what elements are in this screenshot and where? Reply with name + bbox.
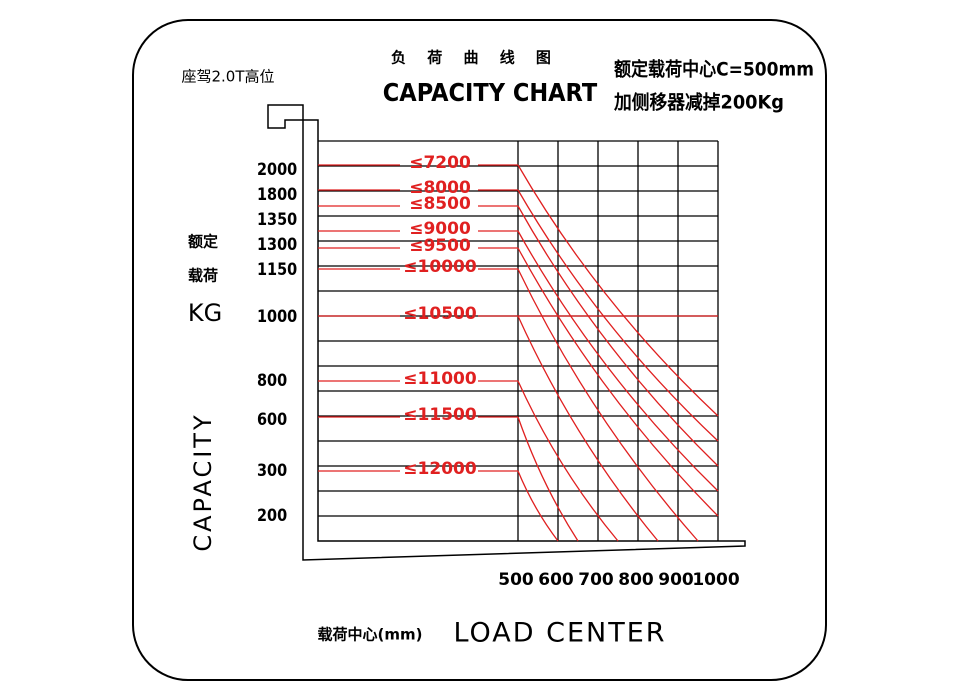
fork-outline <box>267 104 746 561</box>
capacity-label: 300 <box>257 460 287 480</box>
capacity-curve <box>517 205 719 467</box>
capacity-curve <box>517 230 719 492</box>
x-label: 900 <box>658 570 694 590</box>
x-label: 500 <box>498 570 534 590</box>
capacity-curve <box>517 268 699 542</box>
height-label: ≤10500 <box>403 304 477 324</box>
grid <box>318 140 719 541</box>
capacity-curve <box>517 189 719 442</box>
capacity-label: 2000 <box>257 159 297 179</box>
y-label-cn: 载荷 <box>188 267 218 285</box>
y-label-cn: 额定 <box>188 233 218 251</box>
note-line: 加侧移器减掉200Kg <box>613 91 784 114</box>
capacity-label: 600 <box>257 409 287 429</box>
corner-label: 座驾2.0T高位 <box>181 68 274 86</box>
capacity-curve <box>517 247 719 517</box>
height-label: ≤12000 <box>403 459 477 479</box>
x-label-en: LOAD CENTER <box>453 618 666 649</box>
height-label: ≤9500 <box>409 236 471 256</box>
height-label: ≤9000 <box>409 219 471 239</box>
x-label: 700 <box>578 570 614 590</box>
capacity-label: 1000 <box>257 306 297 326</box>
capacity-label: 1300 <box>257 234 297 254</box>
capacity-label: 1350 <box>257 209 297 229</box>
capacity-curve <box>517 164 719 417</box>
x-label: 600 <box>538 570 574 590</box>
capacity-curve <box>517 416 579 542</box>
capacity-curve <box>517 470 559 542</box>
title-cn: 负 荷 曲 线 图 <box>391 49 559 67</box>
y-unit: KG <box>188 299 222 327</box>
height-label: ≤10000 <box>403 257 477 277</box>
height-label: ≤11500 <box>403 405 477 425</box>
height-label: ≤7200 <box>409 153 471 173</box>
note-line: 额定载荷中心C=500mm <box>614 58 814 81</box>
x-label: 800 <box>618 570 654 590</box>
height-label: ≤11000 <box>403 369 477 389</box>
y-label-en: CAPACITY <box>189 412 217 551</box>
height-label: ≤8500 <box>409 194 471 214</box>
plate-border <box>132 19 827 681</box>
labels: 2000 1800 1350 1300 1150 1000 800 600 300 200 ≤720… <box>257 153 740 590</box>
height-label: ≤8000 <box>409 178 471 198</box>
capacity-label: 800 <box>257 370 287 390</box>
title-en: CAPACITY CHART <box>383 78 598 107</box>
capacity-label: 1800 <box>257 184 297 204</box>
capacity-label: 1150 <box>257 259 297 279</box>
capacity-curve <box>517 380 619 542</box>
x-label-cn: 载荷中心(mm) <box>318 626 423 644</box>
capacity-label: 200 <box>257 505 287 525</box>
x-label: 1000 <box>692 570 739 590</box>
capacity-curve <box>517 315 659 542</box>
